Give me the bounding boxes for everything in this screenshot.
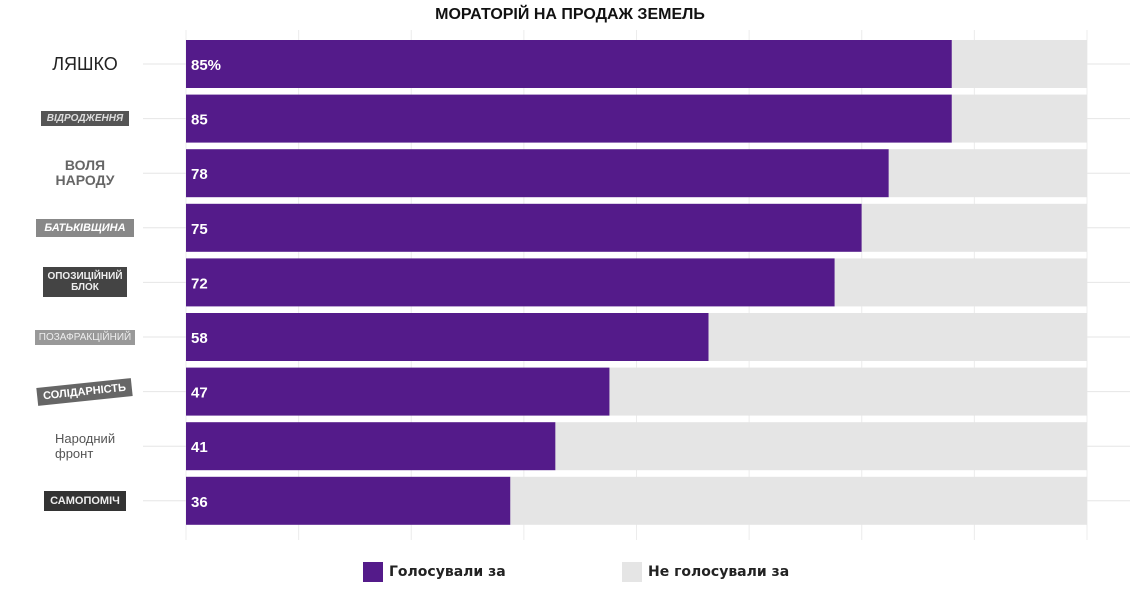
legend-swatch bbox=[363, 562, 383, 582]
bar-voted bbox=[186, 258, 835, 307]
party-logo-text: ЛЯШКО bbox=[52, 53, 118, 74]
bar-voted bbox=[186, 313, 709, 361]
legend-item-voted: Голосували за bbox=[363, 562, 506, 582]
legend-label: Голосували за bbox=[389, 564, 506, 580]
data-label: 78 bbox=[191, 166, 208, 183]
party-logo-text: ВІДРОДЖЕННЯ bbox=[40, 111, 130, 127]
party-logo-text: ВОЛЯ НАРОДУ bbox=[55, 157, 115, 189]
party-logo: ОПОЗИЦІЙНИЙ БЛОК bbox=[10, 258, 160, 306]
party-logo-text: ОПОЗИЦІЙНИЙ БЛОК bbox=[43, 267, 127, 298]
bar-voted bbox=[186, 422, 556, 471]
party-logo-text: СОЛІДАРНІСТЬ bbox=[36, 377, 134, 406]
bar-voted bbox=[186, 40, 952, 88]
legend-swatch bbox=[622, 562, 642, 582]
bar-not-voted bbox=[861, 203, 1087, 252]
party-logo-text: САМОПОМІЧ bbox=[44, 490, 126, 511]
bar-not-voted bbox=[510, 476, 1087, 525]
bar-not-voted bbox=[708, 313, 1087, 361]
party-logo: ВОЛЯ НАРОДУ bbox=[10, 149, 160, 197]
data-label: 47 bbox=[191, 385, 208, 402]
party-logo: ПОЗАФРАКЦІЙНИЙ bbox=[10, 313, 160, 361]
party-logo: ВІДРОДЖЕННЯ bbox=[10, 95, 160, 143]
party-logo: БАТЬКІВЩИНА bbox=[10, 204, 160, 252]
party-logo: Народний фронт bbox=[10, 422, 160, 470]
bar-voted bbox=[186, 149, 889, 198]
bar-voted bbox=[186, 476, 511, 525]
data-label: 41 bbox=[191, 439, 208, 456]
bar-not-voted bbox=[951, 94, 1087, 143]
bar-voted bbox=[186, 367, 610, 416]
party-logo: ЛЯШКО bbox=[10, 40, 160, 88]
data-label: 72 bbox=[191, 275, 208, 292]
bar-not-voted bbox=[834, 258, 1087, 307]
bar-not-voted bbox=[555, 422, 1087, 471]
data-label: 58 bbox=[191, 330, 208, 347]
data-label: 85 bbox=[191, 112, 208, 129]
legend-label: Не голосували за bbox=[648, 564, 790, 580]
data-label: 36 bbox=[191, 494, 208, 511]
data-label: 75 bbox=[191, 221, 208, 238]
party-logo-text: ПОЗАФРАКЦІЙНИЙ bbox=[34, 329, 136, 345]
party-logo-text: Народний фронт bbox=[55, 431, 116, 462]
bar-not-voted bbox=[609, 367, 1087, 416]
party-logo-text: БАТЬКІВЩИНА bbox=[36, 218, 134, 237]
party-logo: САМОПОМІЧ bbox=[10, 477, 160, 525]
bar-not-voted bbox=[951, 40, 1087, 88]
data-label: 85% bbox=[191, 57, 221, 74]
bar-voted bbox=[186, 203, 862, 252]
party-logo: СОЛІДАРНІСТЬ bbox=[10, 368, 160, 416]
bar-not-voted bbox=[888, 149, 1087, 198]
bar-voted bbox=[186, 94, 952, 143]
chart-title: МОРАТОРІЙ НА ПРОДАЖ ЗЕМЕЛЬ bbox=[435, 6, 705, 23]
legend-item-not-voted: Не голосували за bbox=[622, 562, 789, 582]
